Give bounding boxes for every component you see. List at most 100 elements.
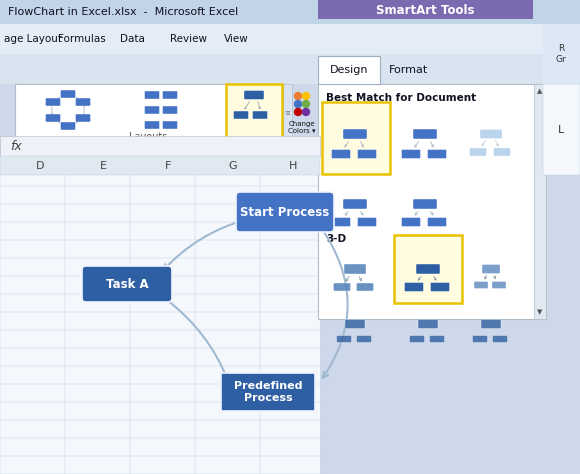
FancyBboxPatch shape xyxy=(283,84,292,138)
FancyBboxPatch shape xyxy=(75,114,90,122)
FancyBboxPatch shape xyxy=(344,264,366,274)
Text: SmartArt Tools: SmartArt Tools xyxy=(376,3,474,17)
Circle shape xyxy=(295,92,302,100)
FancyBboxPatch shape xyxy=(15,84,283,142)
FancyBboxPatch shape xyxy=(244,91,264,100)
FancyBboxPatch shape xyxy=(0,175,320,474)
Text: 3-D: 3-D xyxy=(326,234,346,244)
FancyBboxPatch shape xyxy=(0,136,320,156)
FancyBboxPatch shape xyxy=(0,54,580,84)
FancyBboxPatch shape xyxy=(394,235,462,303)
FancyBboxPatch shape xyxy=(144,121,160,129)
Text: Predefined
Process: Predefined Process xyxy=(234,381,302,403)
FancyBboxPatch shape xyxy=(543,84,580,175)
Text: F: F xyxy=(165,161,171,171)
FancyBboxPatch shape xyxy=(474,282,488,289)
FancyBboxPatch shape xyxy=(413,129,437,139)
FancyBboxPatch shape xyxy=(318,84,546,319)
FancyBboxPatch shape xyxy=(357,283,374,291)
FancyBboxPatch shape xyxy=(0,24,580,84)
FancyBboxPatch shape xyxy=(236,192,334,232)
FancyBboxPatch shape xyxy=(343,129,367,139)
Text: Data: Data xyxy=(120,34,145,44)
Text: Review: Review xyxy=(170,34,207,44)
Text: age Layout: age Layout xyxy=(4,34,62,44)
Text: Start Process: Start Process xyxy=(240,206,329,219)
FancyBboxPatch shape xyxy=(60,122,75,130)
FancyBboxPatch shape xyxy=(357,149,376,158)
Circle shape xyxy=(295,100,302,108)
Text: Best Match for Document: Best Match for Document xyxy=(326,93,476,103)
FancyBboxPatch shape xyxy=(82,266,172,302)
Text: Task A: Task A xyxy=(106,277,148,291)
FancyBboxPatch shape xyxy=(45,98,60,106)
FancyBboxPatch shape xyxy=(345,319,365,328)
FancyBboxPatch shape xyxy=(0,156,320,175)
Text: Formulas: Formulas xyxy=(58,34,106,44)
FancyBboxPatch shape xyxy=(221,373,315,411)
FancyBboxPatch shape xyxy=(409,336,425,343)
FancyBboxPatch shape xyxy=(543,24,580,84)
FancyBboxPatch shape xyxy=(336,336,351,343)
FancyBboxPatch shape xyxy=(334,283,350,291)
Text: fx: fx xyxy=(10,139,22,153)
FancyBboxPatch shape xyxy=(430,336,444,343)
FancyBboxPatch shape xyxy=(343,199,367,209)
Text: Format: Format xyxy=(389,65,427,75)
FancyBboxPatch shape xyxy=(332,149,350,158)
FancyBboxPatch shape xyxy=(357,336,372,343)
FancyBboxPatch shape xyxy=(332,218,350,227)
Text: ≡: ≡ xyxy=(284,110,290,116)
FancyBboxPatch shape xyxy=(162,91,177,99)
FancyBboxPatch shape xyxy=(401,149,420,158)
FancyBboxPatch shape xyxy=(401,218,420,227)
Text: R
Gr: R Gr xyxy=(556,44,567,64)
FancyBboxPatch shape xyxy=(318,56,380,84)
FancyBboxPatch shape xyxy=(226,84,282,138)
FancyBboxPatch shape xyxy=(469,148,487,156)
FancyBboxPatch shape xyxy=(416,264,440,274)
FancyBboxPatch shape xyxy=(492,282,506,289)
FancyBboxPatch shape xyxy=(60,90,75,98)
Text: G: G xyxy=(229,161,237,171)
FancyBboxPatch shape xyxy=(413,199,437,209)
FancyBboxPatch shape xyxy=(481,319,501,328)
FancyBboxPatch shape xyxy=(144,106,160,114)
Text: FlowChart in Excel.xlsx  -  Microsoft Excel: FlowChart in Excel.xlsx - Microsoft Exce… xyxy=(8,7,238,17)
FancyBboxPatch shape xyxy=(322,102,390,174)
Circle shape xyxy=(295,109,302,116)
FancyBboxPatch shape xyxy=(404,283,423,292)
FancyBboxPatch shape xyxy=(162,106,177,114)
FancyBboxPatch shape xyxy=(162,121,177,129)
Text: Layouts: Layouts xyxy=(129,132,167,142)
FancyBboxPatch shape xyxy=(534,84,546,319)
Text: Design: Design xyxy=(330,65,368,75)
Text: Change
Colors ▾: Change Colors ▾ xyxy=(288,121,316,134)
Text: D: D xyxy=(36,161,44,171)
FancyBboxPatch shape xyxy=(427,218,447,227)
Circle shape xyxy=(303,100,310,108)
FancyBboxPatch shape xyxy=(473,336,488,343)
FancyBboxPatch shape xyxy=(418,319,438,328)
FancyBboxPatch shape xyxy=(252,111,267,119)
Circle shape xyxy=(303,109,310,116)
FancyBboxPatch shape xyxy=(0,24,580,54)
FancyBboxPatch shape xyxy=(430,283,450,292)
Circle shape xyxy=(303,92,310,100)
FancyBboxPatch shape xyxy=(482,264,500,273)
Text: H: H xyxy=(289,161,297,171)
Text: ▲: ▲ xyxy=(537,88,543,94)
FancyBboxPatch shape xyxy=(494,148,510,156)
FancyBboxPatch shape xyxy=(45,114,60,122)
FancyBboxPatch shape xyxy=(427,149,447,158)
Text: L: L xyxy=(558,125,564,135)
FancyBboxPatch shape xyxy=(492,336,508,343)
Text: E: E xyxy=(100,161,107,171)
Text: View: View xyxy=(224,34,249,44)
Text: ▼: ▼ xyxy=(537,309,543,315)
FancyBboxPatch shape xyxy=(75,98,90,106)
FancyBboxPatch shape xyxy=(144,91,160,99)
FancyBboxPatch shape xyxy=(318,0,533,19)
FancyBboxPatch shape xyxy=(234,111,248,119)
FancyBboxPatch shape xyxy=(480,129,502,138)
